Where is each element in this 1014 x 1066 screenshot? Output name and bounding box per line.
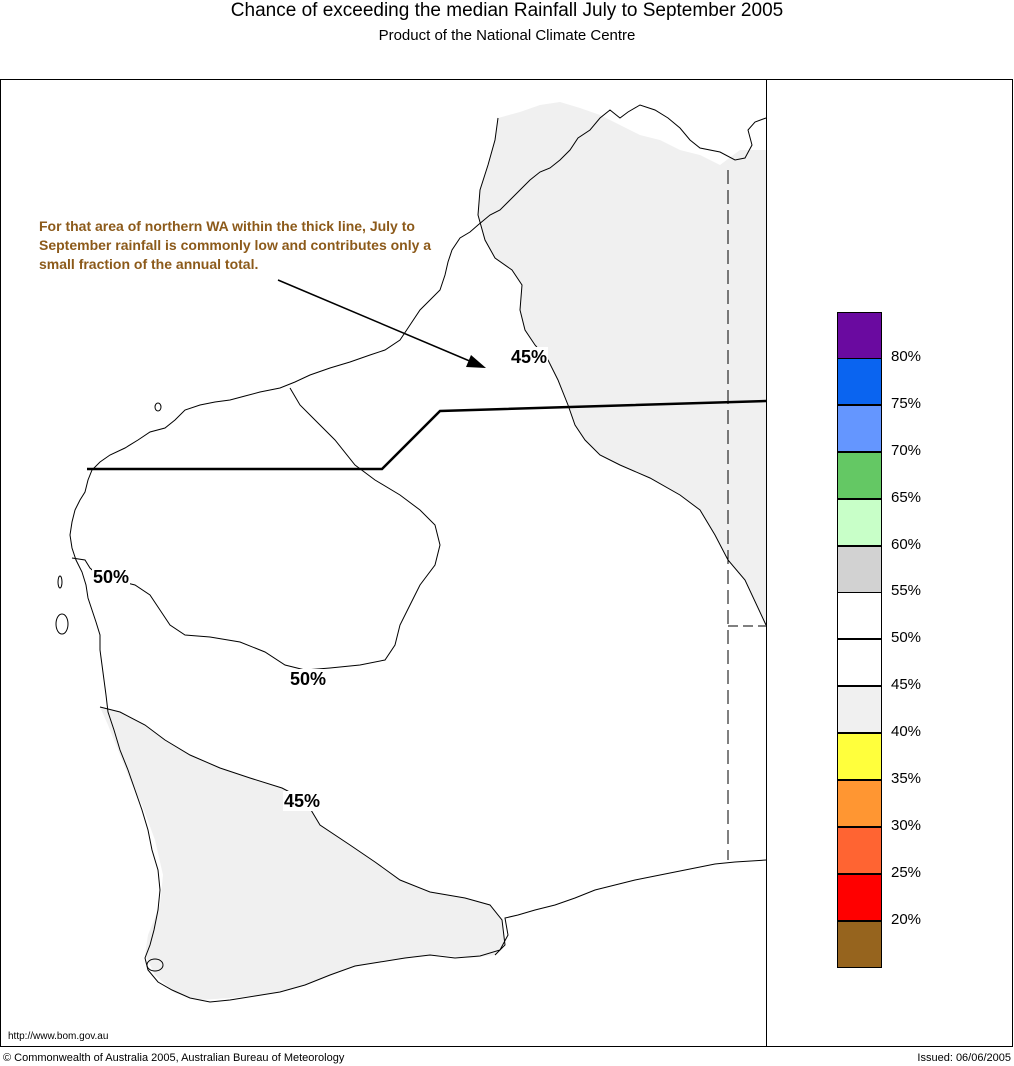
legend-swatch	[837, 639, 882, 687]
legend-swatch	[837, 451, 882, 499]
legend-label: 75%	[891, 394, 922, 412]
contour-label-50-south: 50%	[289, 669, 328, 689]
contour-50	[71, 387, 441, 671]
legend-swatch	[837, 826, 882, 874]
legend-swatch	[837, 498, 882, 546]
legend-label: 30%	[891, 816, 922, 834]
legend-swatch	[837, 545, 882, 593]
coastline	[69, 104, 767, 1003]
shaded-region-southwest	[100, 707, 505, 1000]
legend-swatch	[837, 312, 882, 359]
legend-label: 55%	[891, 582, 922, 600]
island	[55, 613, 69, 635]
legend-swatch	[837, 920, 882, 968]
map-title: Chance of exceeding the median Rainfall …	[230, 0, 784, 21]
legend-label: 50%	[891, 629, 922, 647]
legend-label: 80%	[891, 347, 922, 365]
legend-swatch	[837, 873, 882, 921]
shaded-region-northeast	[478, 102, 766, 625]
island	[154, 402, 162, 412]
legend-label: 70%	[891, 441, 922, 459]
legend-label: 35%	[891, 770, 922, 787]
legend-label: 65%	[891, 488, 922, 506]
legend-swatch	[837, 404, 882, 452]
contour-label-45-north: 45%	[510, 347, 549, 367]
legend-label: 60%	[891, 535, 922, 553]
annotation-arrow-shaft	[277, 279, 473, 363]
legend-label: 40%	[891, 723, 922, 741]
source-url[interactable]: http://www.bom.gov.au	[8, 1031, 109, 1042]
contour-45-south	[99, 706, 506, 956]
wa-map	[55, 102, 767, 1003]
copyright-text: © Commonwealth of Australia 2005, Austra…	[3, 1052, 345, 1064]
map-subtitle: Product of the National Climate Centre	[378, 27, 636, 44]
annotation-arrow-head	[466, 355, 486, 368]
legend-label: 25%	[891, 863, 922, 881]
contour-45-north	[477, 117, 767, 626]
issued-date: Issued: 06/06/2005	[917, 1052, 1011, 1064]
annotation-text: For that area of northern WA within the …	[39, 218, 432, 272]
island	[57, 575, 63, 589]
legend-swatch	[837, 780, 882, 827]
legend-divider	[766, 79, 767, 1047]
legend-swatch	[837, 357, 882, 405]
contour-label-50-west: 50%	[92, 567, 131, 587]
legend-label: 20%	[891, 910, 922, 928]
thick-boundary-line	[87, 399, 767, 471]
island	[146, 958, 164, 972]
map-frame	[0, 79, 1013, 1047]
legend-swatch	[837, 592, 882, 640]
legend-swatch	[837, 686, 882, 734]
legend-swatch	[837, 733, 882, 781]
legend-label: 45%	[891, 676, 922, 694]
contour-label-45-south: 45%	[283, 791, 322, 811]
